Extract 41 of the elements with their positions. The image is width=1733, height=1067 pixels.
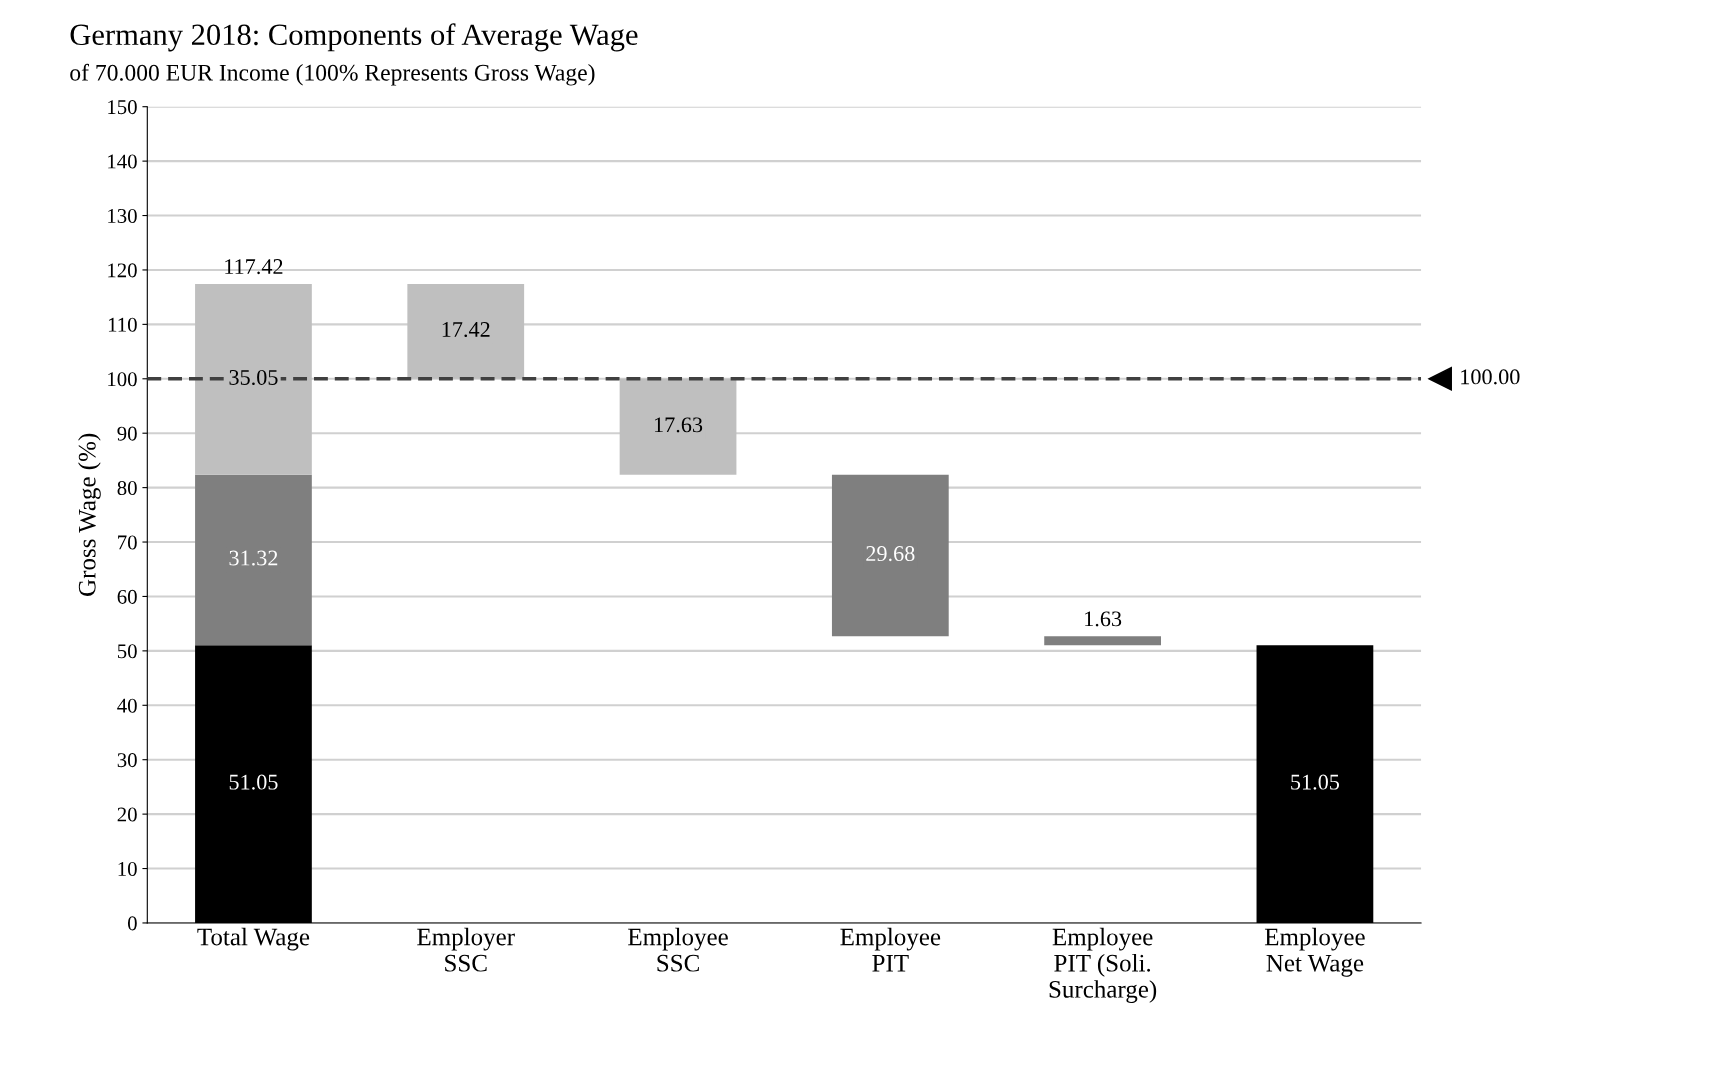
bar [195,283,312,475]
y-tick-label: 40 [117,698,137,713]
chart-subtitle: of 70.000 EUR Income (100% Represents Gross Wage) [70,63,595,86]
bar [1044,636,1161,646]
x-tick-label: Employee PIT [840,927,941,972]
total-label: 117.42 [225,259,283,275]
y-tick-label: 30 [117,753,137,768]
x-tick-label: Employee SSC [628,927,728,972]
data-label: 51.05 [229,774,278,790]
y-tick-label: 10 [118,861,137,876]
data-label: 29.68 [866,546,915,562]
data-label: 51.05 [1291,774,1340,790]
x-tick-label: Employee Net Wage [1264,927,1365,977]
x-tick-label: Total Wage [197,927,310,951]
y-axis-title: Gross Wage (%) [78,433,101,596]
bar [195,474,312,646]
data-label: 35.05 [229,369,278,386]
y-tick-label: 150 [108,100,137,115]
data-label: 31.32 [229,550,278,566]
y-tick-label: 110 [108,317,137,332]
y-tick-label: 130 [108,208,137,223]
data-label: 17.42 [442,322,490,338]
bar [619,378,737,475]
y-tick-label: 50 [117,644,137,659]
bar [407,283,525,379]
y-tick-label: 100 [108,372,137,387]
chart-title: Germany 2018: Components of Average Wage [70,23,638,52]
x-tick-label: Employer SSC [417,927,515,972]
data-label: 17.63 [654,417,703,433]
bar [831,474,949,637]
y-tick-label: 90 [117,426,137,441]
y-tick-label: 0 [127,916,137,931]
y-tick-label: 70 [118,535,137,550]
y-tick-label: 60 [117,589,137,604]
y-tick-label: 80 [117,480,137,496]
y-tick-label: 20 [117,807,137,822]
y-tick-label: 140 [108,154,137,169]
data-label: 1.63 [1085,611,1122,627]
y-tick-label: 120 [108,263,137,278]
x-tick-label: Employee PIT (Soli. Surcharge) [1049,927,1157,1003]
ref-line-label: 100.00 [1461,369,1520,385]
